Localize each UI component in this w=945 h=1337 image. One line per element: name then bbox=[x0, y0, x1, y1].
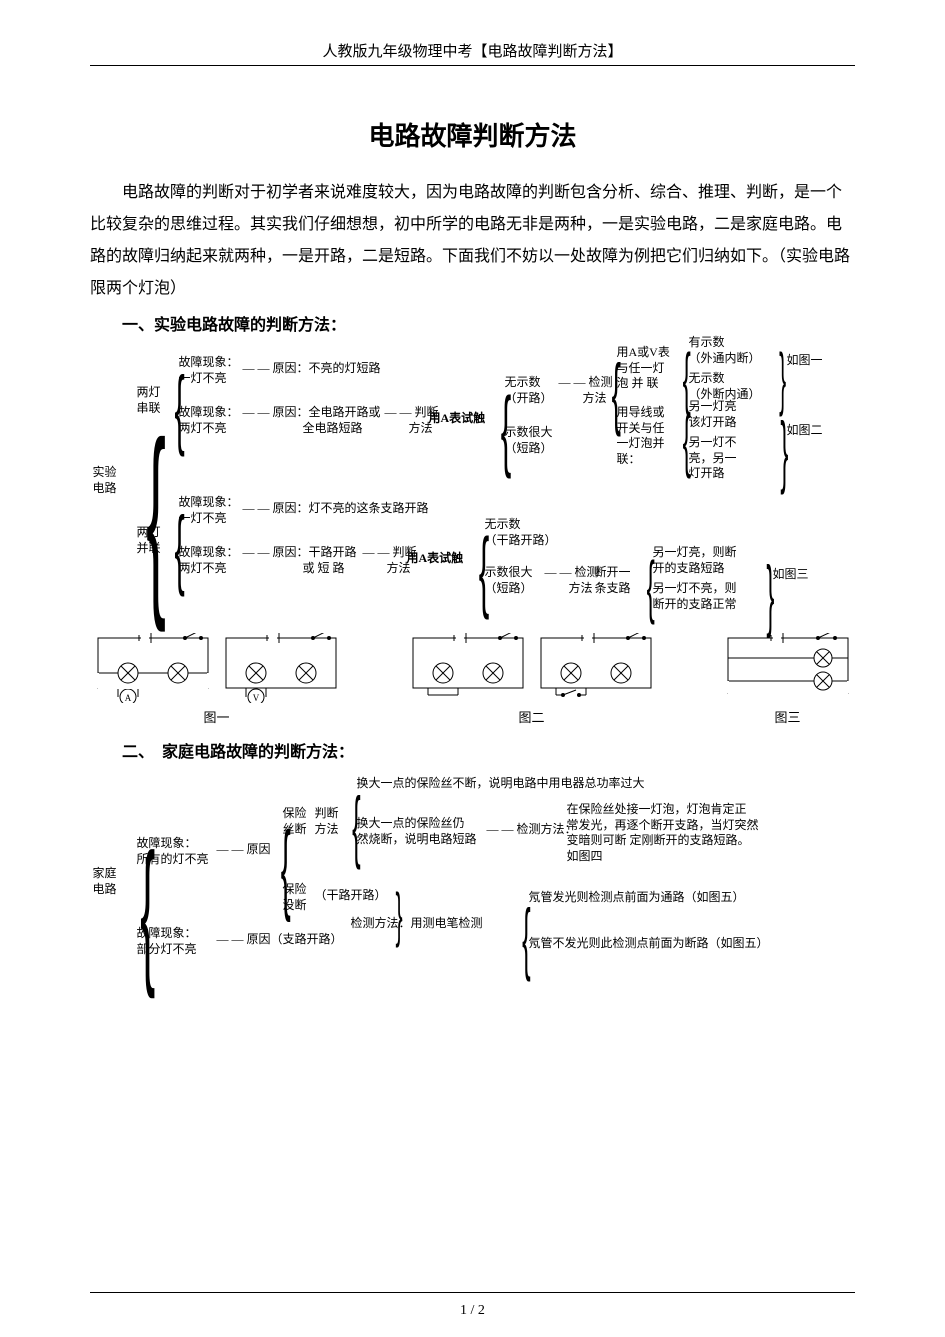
d2-detect-m: — — 检测方法： bbox=[487, 822, 577, 838]
circuit-caption-2: 图二 bbox=[518, 707, 544, 726]
circuit-fig-2: 图二 bbox=[408, 633, 656, 726]
d1-useAV: 用A或V表 与任一灯 泡 并 联 bbox=[617, 345, 670, 392]
d1-no-read3: 无示数 （干路开路） bbox=[485, 517, 557, 548]
d1-s-f2: 故障现象： 两灯不亮 bbox=[179, 405, 239, 436]
circuit-svg: V bbox=[221, 633, 341, 703]
d1-detect2: — — 检测 方法 bbox=[545, 565, 599, 596]
d1-root: 实验 电路 bbox=[93, 465, 117, 496]
d1-cutone: 断开一 条支路 bbox=[595, 565, 631, 596]
d1-usewire: 用导线或 开关与任 一灯泡并 联： bbox=[617, 405, 665, 467]
section-2-heading: 二、 家庭电路故障的判断方法： bbox=[90, 738, 855, 762]
d1-s-f1-cause: — — 原因：不亮的灯短路 bbox=[243, 361, 381, 377]
brace-icon: } bbox=[395, 876, 402, 954]
circuit-svg bbox=[408, 633, 528, 703]
d1-res-on: 另一灯亮，则断 开的支路短路 bbox=[653, 545, 737, 576]
circuit-caption-3: 图三 bbox=[774, 707, 800, 726]
svg-text:A: A bbox=[124, 693, 131, 703]
document-page: 人教版九年级物理中考【电路故障判断方法】 电路故障判断方法 电路故障的判断对于初… bbox=[0, 0, 945, 1337]
circuit-figures-row: A V 图一 bbox=[93, 633, 853, 726]
section-1-heading: 一、实验电路故障的判断方法： bbox=[90, 311, 855, 335]
d1-p-f1: 故障现象： 一灯不亮 bbox=[179, 495, 239, 526]
d1-no-read2: 无示数 （外断内通） bbox=[689, 371, 761, 402]
brace-icon: } bbox=[766, 543, 774, 647]
svg-text:V: V bbox=[252, 693, 259, 703]
d1-res-off: 另一灯不亮，则 断开的支路正常 bbox=[653, 581, 737, 612]
d1-p-f2-cause: — — 原因：干路开路 或 短 路 bbox=[243, 545, 357, 576]
d1-big-read2: 示数很大 （短路） bbox=[485, 565, 533, 596]
d2-pen-off: 氖管不发光则此检测点前面为断路（如图五） bbox=[529, 936, 769, 952]
d2-trunk-open: （干路开路） bbox=[315, 888, 387, 904]
d2-f2: 故障现象： 部分灯不亮 bbox=[137, 926, 197, 957]
d2-detect-pen: 检测方法：用测电笔检测 bbox=[351, 916, 483, 932]
d1-useA: 用A表试触 bbox=[429, 411, 486, 427]
diagram-2: 家庭 电路 { 故障现象： 所有的灯不亮 — — 原因 { 保险 丝断 判断 方… bbox=[93, 776, 853, 976]
intro-paragraph: 电路故障的判断对于初学者来说难度较大，因为电路故障的判断包含分析、综合、推理、判… bbox=[90, 177, 855, 305]
circuit-fig-3: 图三 bbox=[723, 633, 853, 726]
d1-detect: — — 检测 方法 bbox=[559, 375, 613, 406]
d1-no-read: 无示数 （开路） bbox=[505, 375, 553, 406]
d2-fuse-blown: 保险 丝断 bbox=[283, 806, 307, 837]
d1-s-f2-cause: — — 原因：全电路开路或 全电路短路 bbox=[243, 405, 381, 436]
circuit-svg bbox=[536, 633, 656, 703]
d2-big-ok: 换大一点的保险丝不断，说明电路中用电器总功率过大 bbox=[357, 776, 645, 792]
d2-detect-txt: 在保险丝处接一灯泡，灯泡肯定正 常发光，再逐个断开支路，当灯突然 变暗则可断 定… bbox=[567, 802, 759, 864]
d2-judge: 判断 方法 bbox=[315, 806, 339, 837]
d2-root: 家庭 电路 bbox=[93, 866, 117, 897]
d2-pen-on: 氖管发光则检测点前面为通路（如图五） bbox=[529, 890, 745, 906]
circuit-fig-1: A V 图一 bbox=[93, 633, 341, 726]
d1-fig2: 如图二 bbox=[787, 423, 823, 439]
d1-has-read: 有示数 （外通内断） bbox=[689, 335, 761, 366]
d2-cause: — — 原因 bbox=[217, 842, 271, 858]
d1-other-on: 另一灯亮 该灯开路 bbox=[689, 399, 737, 430]
d1-other-off: 另一灯不 亮，另一 灯开路 bbox=[689, 435, 737, 482]
d2-f1: 故障现象： 所有的灯不亮 bbox=[137, 836, 209, 867]
page-footer: 1 / 2 bbox=[0, 1303, 945, 1319]
d1-series: 两灯 串联 bbox=[137, 385, 161, 416]
page-header: 人教版九年级物理中考【电路故障判断方法】 bbox=[90, 40, 855, 61]
brace-icon: { bbox=[146, 379, 166, 652]
d2-f2-cause: — — 原因（支路开路） bbox=[217, 932, 343, 948]
brace-icon: } bbox=[780, 399, 788, 503]
d1-fig1: 如图一 bbox=[787, 353, 823, 369]
d2-big-blow: 换大一点的保险丝仍 然烧断，说明电路短路 bbox=[357, 816, 477, 847]
d1-p-f1-cause: — — 原因：灯不亮的这条支路开路 bbox=[243, 501, 429, 517]
d1-useA2: 用A表试触 bbox=[407, 551, 464, 567]
circuit-caption-1: 图一 bbox=[203, 707, 229, 726]
d1-parallel: 两灯 并联 bbox=[137, 525, 161, 556]
header-rule bbox=[90, 65, 855, 66]
d1-p-f2: 故障现象： 两灯不亮 bbox=[179, 545, 239, 576]
d1-big-read: 示数很大 （短路） bbox=[505, 425, 553, 456]
d1-fig3: 如图三 bbox=[773, 567, 809, 583]
document-title: 电路故障判断方法 bbox=[90, 116, 855, 153]
diagram-1: 实验 电路 { 两灯 串联 { 故障现象： 一灯不亮 — — 原因：不亮的灯短路… bbox=[93, 345, 853, 625]
circuit-svg bbox=[723, 633, 853, 703]
d1-s-f1: 故障现象： 一灯不亮 bbox=[179, 355, 239, 386]
footer-rule bbox=[90, 1292, 855, 1293]
d2-fuse-ok: 保险 没断 bbox=[283, 882, 307, 913]
